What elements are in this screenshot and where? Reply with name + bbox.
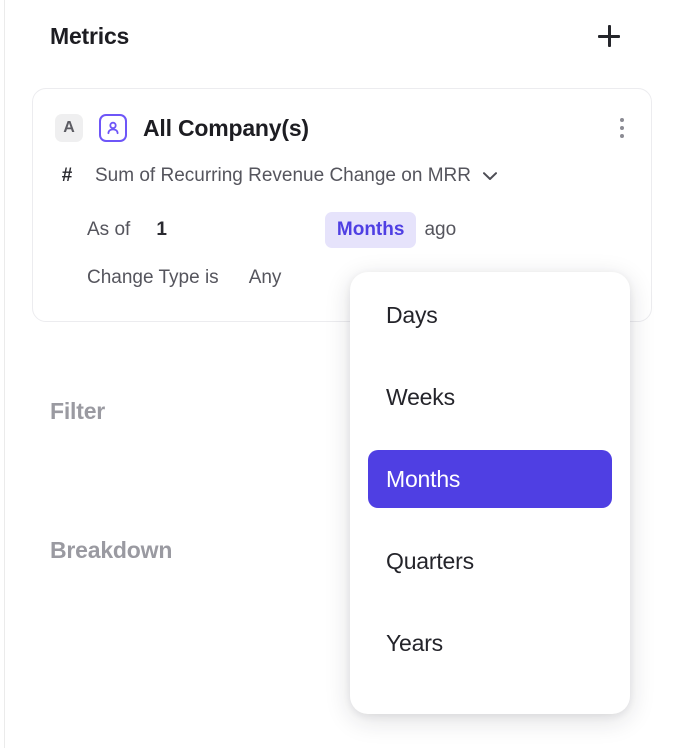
metric-change-type-row: Change Type is Any <box>87 263 635 293</box>
change-type-label: Change Type is <box>87 267 219 288</box>
page-left-rule <box>4 0 5 748</box>
dropdown-option-years[interactable]: Years <box>386 629 443 656</box>
metric-measure-label[interactable]: Sum of Recurring Revenue Change on MRR <box>95 165 471 186</box>
dropdown-option-weeks[interactable]: Weeks <box>386 383 455 410</box>
chevron-down-icon[interactable] <box>482 169 497 183</box>
section-heading-breakdown: Breakdown <box>50 537 173 563</box>
number-hash-icon: # <box>61 165 73 186</box>
asof-suffix-label: ago <box>424 219 457 240</box>
add-metric-button[interactable] <box>592 19 626 53</box>
time-unit-option-list: Days Weeks Months Quarters Years <box>350 286 630 672</box>
asof-unit-pill[interactable]: Months <box>324 212 417 248</box>
metric-card-header: A All Company(s) <box>55 111 635 145</box>
plus-icon <box>598 25 620 47</box>
metrics-panel-header: Metrics <box>50 16 626 56</box>
time-unit-dropdown[interactable]: Days Weeks Months Quarters Years <box>350 272 630 714</box>
metric-asof-row: As of 1 Months ago <box>87 212 635 248</box>
section-heading-filter: Filter <box>50 398 106 424</box>
kebab-dot <box>620 134 624 138</box>
kebab-dot <box>620 126 624 130</box>
metric-letter-badge: A <box>55 114 83 142</box>
dropdown-option-months[interactable]: Months <box>368 450 612 508</box>
metric-entity-name[interactable]: All Company(s) <box>143 114 309 141</box>
person-icon <box>99 114 127 142</box>
dropdown-option-quarters[interactable]: Quarters <box>386 547 474 574</box>
page-title: Metrics <box>50 22 130 49</box>
kebab-menu-icon[interactable] <box>609 113 635 143</box>
dropdown-option-days[interactable]: Days <box>386 301 438 328</box>
metric-measure-row: # Sum of Recurring Revenue Change on MRR <box>55 161 635 191</box>
asof-label: As of <box>87 219 131 240</box>
change-type-value[interactable]: Any <box>248 267 282 288</box>
kebab-dot <box>620 118 624 122</box>
asof-amount-input[interactable]: 1 <box>156 219 167 240</box>
